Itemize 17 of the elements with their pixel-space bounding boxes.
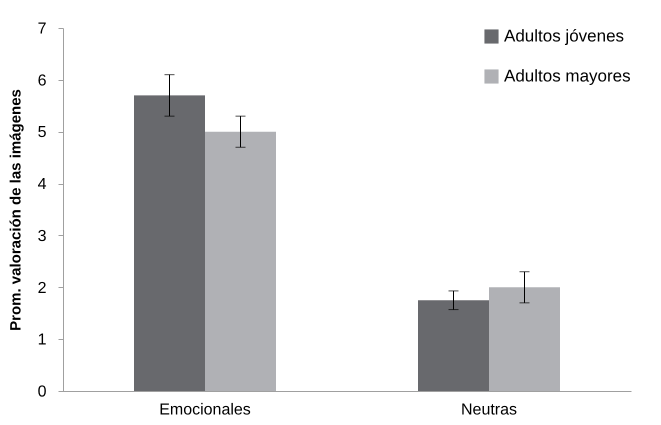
y-tick-label: 5	[38, 124, 47, 142]
y-tick-label: 6	[38, 72, 47, 90]
bar	[134, 95, 205, 391]
y-axis-title: Prom. valoración de las imágenes	[8, 89, 25, 331]
x-tick-label: Emocionales	[159, 402, 251, 418]
y-tick-label: 1	[38, 332, 47, 349]
bar	[418, 300, 489, 391]
x-tick-label: Neutras	[460, 402, 518, 418]
y-tick-label: 4	[38, 176, 47, 194]
y-tick-label: 7	[38, 20, 47, 38]
bar	[205, 132, 276, 391]
y-tick-label: 0	[38, 384, 47, 400]
bar	[489, 287, 560, 391]
legend-label: Adultos jóvenes	[504, 26, 624, 46]
y-tick-label: 2	[38, 280, 47, 297]
legend-label: Adultos mayores	[504, 66, 631, 86]
y-tick-label: 3	[38, 228, 47, 245]
